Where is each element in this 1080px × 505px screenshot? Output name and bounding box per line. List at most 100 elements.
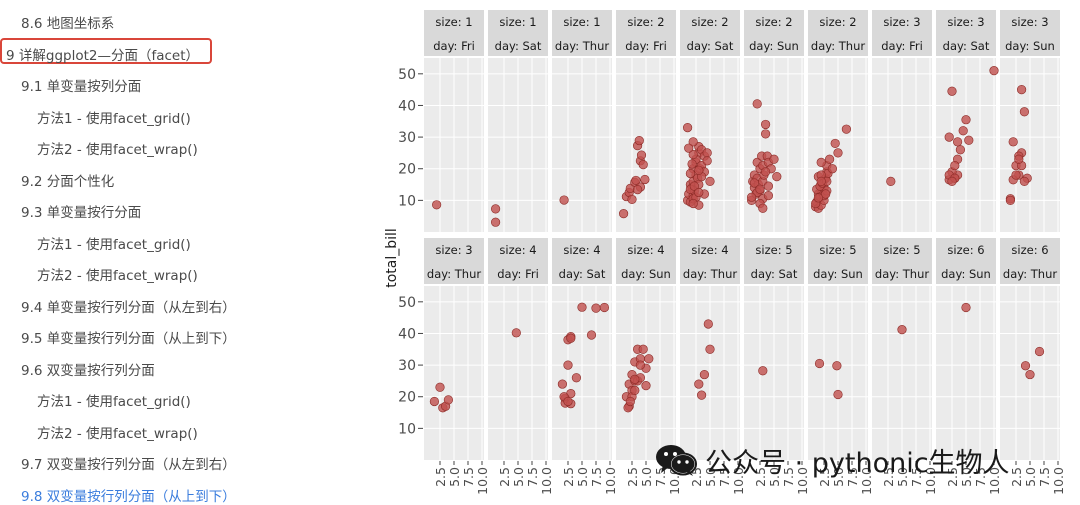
- data-point: [813, 193, 824, 203]
- data-point: [825, 154, 835, 164]
- data-point: [688, 149, 698, 160]
- x-tick-label: 7.5: [525, 467, 540, 487]
- x-tick-label: 10.0: [603, 467, 618, 495]
- data-point: [705, 344, 715, 354]
- y-tick-label: 20: [398, 390, 416, 406]
- toc-item[interactable]: 方法1 - 使用facet_grid(): [37, 236, 191, 253]
- facet-day-label: day: Sun: [941, 267, 991, 281]
- toc-item[interactable]: 方法2 - 使用facet_wrap(): [37, 142, 198, 158]
- facet-strip-size: [808, 10, 868, 32]
- data-point: [689, 181, 699, 191]
- data-point: [758, 203, 768, 213]
- toc-item[interactable]: 方法1 - 使用facet_grid(): [37, 394, 191, 410]
- data-point: [1005, 195, 1016, 205]
- toc-item[interactable]: 9.6 双变量按行列分面: [21, 362, 155, 379]
- data-point: [694, 165, 704, 175]
- data-point: [961, 302, 971, 313]
- data-point: [429, 396, 439, 407]
- data-point: [566, 333, 576, 343]
- facet-strip-day: [936, 32, 996, 56]
- x-tick-label: 7.5: [717, 467, 732, 487]
- toc-item[interactable]: 9.2 分面个性化: [21, 173, 115, 190]
- data-point: [630, 385, 640, 396]
- data-point: [955, 145, 966, 155]
- data-point: [755, 184, 765, 194]
- toc-item[interactable]: 9 详解ggplot2—分面（facet）: [6, 47, 200, 64]
- data-point: [694, 379, 704, 389]
- toc-item[interactable]: 9.5 单变量按行列分面（从上到下）: [21, 331, 236, 347]
- facet-panel: size: 3 day: Sat: [936, 10, 999, 232]
- facet-strip-day: [680, 32, 740, 56]
- data-point: [1020, 361, 1031, 371]
- toc-item[interactable]: 9.3 单变量按行分面: [21, 205, 142, 221]
- y-tick-label: 30: [398, 358, 416, 374]
- x-tick-label: 2.5: [497, 467, 512, 487]
- x-tick-label: 2.5: [433, 467, 448, 487]
- y-tick-label: 10: [398, 421, 416, 437]
- y-tick-label: 30: [398, 130, 416, 146]
- toc-item[interactable]: 8.6 地图坐标系: [21, 16, 115, 32]
- data-point: [599, 302, 610, 313]
- x-tick-label: 7.5: [973, 467, 988, 487]
- data-point: [705, 176, 715, 186]
- x-tick-label: 2.5: [625, 467, 640, 487]
- x-tick-label: 10.0: [1051, 467, 1066, 495]
- facet-day-label: day: Sat: [495, 39, 542, 53]
- x-tick-label: 10.0: [475, 467, 490, 495]
- data-point: [688, 137, 698, 147]
- facet-panel: size: 3 day: Fri: [872, 10, 932, 232]
- facet-day-label: day: Fri: [497, 267, 539, 281]
- facet-size-label: size: 1: [499, 15, 536, 29]
- facet-size-label: size: 3: [1011, 15, 1048, 29]
- facet-day-label: day: Thur: [555, 39, 609, 53]
- data-point: [688, 198, 698, 209]
- facet-size-label: size: 3: [883, 15, 920, 29]
- toc-item[interactable]: 9.8 双变量按行列分面（从上到下）: [21, 488, 236, 505]
- x-tick-label: 5.0: [703, 467, 718, 487]
- facet-panel: size: 2 day: Sun: [744, 10, 804, 232]
- facet-panel: size: 5 day: Sat: [744, 238, 804, 460]
- facet-panel: size: 5 day: Sun: [808, 238, 868, 460]
- toc-item[interactable]: 9.4 单变量按行列分面（从左到右）: [21, 299, 236, 316]
- facet-strip-day: [1000, 260, 1060, 284]
- facet-panel: size: 4 day: Sun: [616, 238, 676, 460]
- facet-strip-day: [936, 260, 996, 284]
- data-point: [1019, 107, 1030, 117]
- data-point: [563, 396, 573, 407]
- facet-day-label: day: Sat: [687, 39, 734, 53]
- facet-size-label: size: 5: [819, 243, 856, 257]
- toc-item[interactable]: 方法2 - 使用facet_wrap(): [37, 268, 198, 284]
- x-tick-label: 10.0: [859, 467, 874, 495]
- x-tick-label: 5.0: [767, 467, 782, 487]
- toc-item[interactable]: 方法2 - 使用facet_wrap(): [37, 425, 198, 442]
- facet-size-label: size: 2: [691, 15, 728, 29]
- data-point: [432, 200, 442, 210]
- data-point: [638, 160, 648, 170]
- facet-day-label: day: Thur: [811, 39, 865, 53]
- toc-item[interactable]: 方法1 - 使用facet_grid(): [37, 110, 191, 127]
- facet-strip-size: [488, 238, 548, 260]
- data-point: [625, 396, 635, 407]
- toc-item[interactable]: 9.1 单变量按列分面: [21, 79, 142, 95]
- y-tick-label: 20: [398, 162, 416, 178]
- data-point: [841, 124, 852, 134]
- data-point: [749, 178, 760, 188]
- toc-item[interactable]: 9.7 双变量按行列分面（从左到右）: [21, 457, 236, 473]
- data-point: [1034, 346, 1045, 357]
- data-point: [897, 325, 907, 335]
- data-point: [763, 181, 774, 191]
- data-point: [634, 135, 644, 146]
- data-point: [833, 389, 843, 400]
- facet-strip-day: [744, 32, 804, 56]
- facet-strip-day: [424, 260, 484, 284]
- facet-panel: size: 6 day: Sun: [936, 238, 996, 460]
- data-point: [571, 373, 581, 383]
- x-tick-label: 7.5: [1037, 467, 1052, 487]
- data-point: [633, 185, 643, 195]
- x-tick-label: 7.5: [653, 467, 668, 487]
- facet-size-label: size: 6: [1011, 243, 1048, 257]
- data-point: [685, 168, 696, 179]
- data-point: [814, 358, 825, 369]
- x-tick-label: 2.5: [561, 467, 576, 487]
- facet-size-label: size: 3: [435, 243, 472, 257]
